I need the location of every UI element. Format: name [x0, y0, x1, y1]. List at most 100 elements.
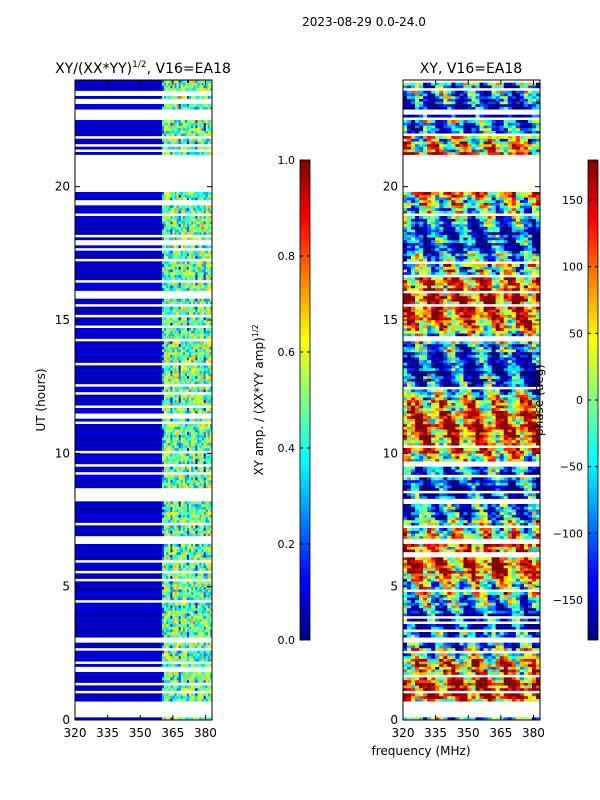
- heat-cell: [172, 344, 175, 347]
- heat-cell: [75, 82, 162, 86]
- heat-cell: [161, 584, 165, 587]
- heat-cell: [182, 322, 186, 326]
- heat-cell: [201, 474, 204, 478]
- heat-cell: [193, 82, 196, 86]
- heat-cell: [184, 437, 188, 441]
- heat-cell: [201, 205, 204, 209]
- heat-cell: [431, 693, 436, 697]
- heat-cell: [170, 365, 173, 369]
- heat-cell: [166, 672, 169, 675]
- heat-cell: [182, 592, 186, 595]
- heat-cell: [195, 442, 198, 446]
- heat-cell: [463, 717, 468, 720]
- heat-cell: [191, 456, 194, 459]
- heat-cell: [451, 626, 456, 630]
- heat-cell: [197, 256, 200, 259]
- heat-cell: [463, 634, 468, 638]
- heat-cell: [191, 581, 194, 585]
- heat-cell: [161, 562, 165, 566]
- heat-cell: [168, 624, 171, 627]
- heat-cell: [427, 613, 432, 617]
- heat-cell: [467, 682, 472, 686]
- heat-cell: [193, 624, 196, 627]
- heat-cell: [186, 504, 190, 507]
- heat-cell: [178, 480, 181, 483]
- heat-cell: [178, 210, 181, 214]
- heat-cell: [205, 266, 209, 270]
- heat-cell: [191, 674, 194, 678]
- heat-cell: [168, 261, 171, 265]
- heat-cell: [170, 218, 173, 222]
- heat-cell: [411, 680, 416, 683]
- heat-cell: [189, 544, 192, 547]
- heat-cell: [184, 440, 188, 443]
- heat-cell: [191, 442, 194, 446]
- heat-cell: [209, 125, 212, 129]
- heat-cell: [172, 576, 175, 579]
- heat-cell: [201, 221, 204, 225]
- heat-cell: [189, 461, 192, 465]
- heat-cell: [209, 341, 212, 345]
- heat-cell: [531, 613, 537, 617]
- heat-cell: [205, 480, 209, 483]
- heat-cell: [201, 288, 204, 291]
- heat-cell: [189, 266, 192, 270]
- heat-cell: [207, 528, 211, 531]
- heat-cell: [195, 605, 198, 609]
- heat-cell: [172, 469, 175, 473]
- heat-cell: [186, 594, 190, 598]
- heat-cell: [172, 581, 175, 585]
- heat-cell: [201, 650, 204, 654]
- heat-cell: [193, 130, 196, 134]
- heat-cell: [172, 664, 175, 667]
- heat-cell: [191, 354, 194, 358]
- heat-cell: [172, 80, 175, 83]
- heat-cell: [189, 96, 192, 99]
- heat-cell: [172, 146, 175, 150]
- heat-cell: [491, 717, 496, 720]
- heat-cell: [207, 253, 211, 257]
- heat-cell: [193, 629, 196, 633]
- heat-cell: [205, 152, 209, 155]
- heat-cell: [182, 373, 186, 377]
- heat-cell: [467, 677, 472, 681]
- heat-cell: [503, 661, 508, 665]
- heat-cell: [164, 650, 167, 654]
- heat-cell: [166, 352, 169, 355]
- heat-cell: [471, 661, 476, 665]
- heat-cell: [170, 621, 173, 625]
- heat-cell: [184, 80, 188, 83]
- heat-cell: [174, 613, 177, 617]
- heat-cell: [207, 445, 211, 449]
- heat-cell: [164, 642, 167, 646]
- heat-cell: [189, 672, 192, 675]
- heat-cell: [471, 632, 476, 635]
- heat-cell: [435, 613, 440, 617]
- heat-cell: [172, 245, 175, 249]
- heat-cell: [182, 216, 186, 219]
- heat-cell: [499, 613, 504, 617]
- heat-cell: [184, 658, 188, 662]
- heat-cell: [479, 645, 484, 649]
- heat-cell: [531, 669, 537, 673]
- heat-cell: [172, 501, 175, 505]
- heat-cell: [174, 677, 177, 681]
- heat-cell: [199, 680, 202, 683]
- heat-cell: [195, 608, 198, 611]
- heat-cell: [203, 621, 206, 625]
- heat-cell: [191, 349, 194, 353]
- heat-cell: [161, 274, 165, 278]
- heat-cell: [164, 96, 167, 99]
- heat-cell: [209, 285, 212, 289]
- heat-cell: [178, 466, 181, 470]
- heat-cell: [191, 378, 194, 382]
- heat-cell: [166, 474, 169, 478]
- heat-cell: [507, 717, 512, 720]
- heat-cell: [191, 605, 194, 609]
- heat-cell: [207, 504, 211, 507]
- heat-cell: [161, 309, 165, 313]
- heat-cell: [519, 642, 525, 646]
- heat-cell: [195, 610, 198, 614]
- heat-cell: [166, 626, 169, 630]
- heat-cell: [197, 397, 200, 401]
